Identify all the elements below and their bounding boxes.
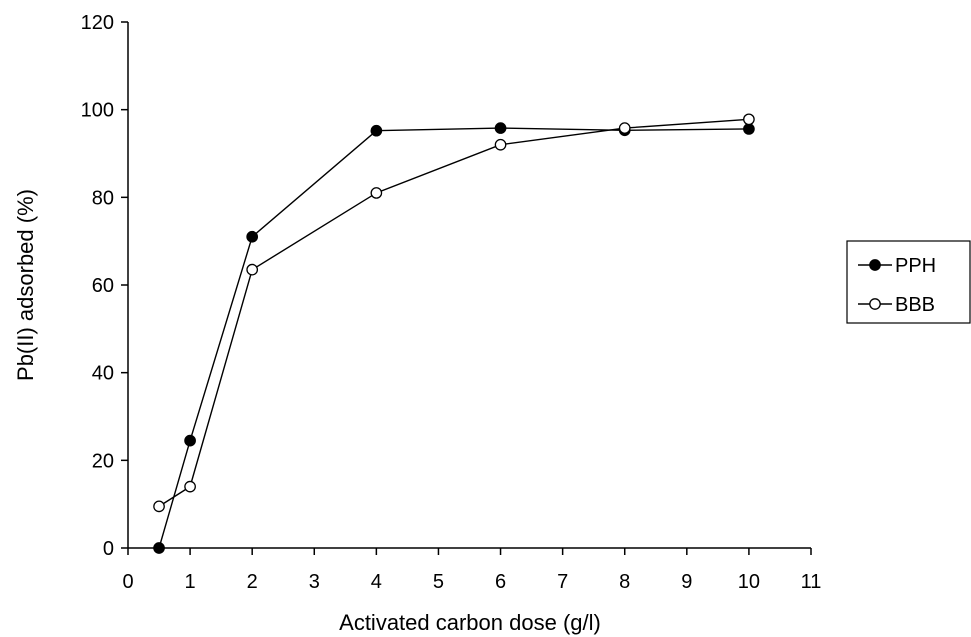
point-bbb (743, 113, 755, 126)
series-layer (153, 113, 755, 554)
point-bbb (184, 480, 196, 493)
series-line-bbb (158, 118, 749, 507)
legend-marker-pph (869, 259, 881, 271)
y-axis-title: Pb(II) adsorbed (%) (13, 189, 38, 381)
legend-marker-bbb (869, 298, 881, 310)
point-bbb (494, 138, 507, 151)
point-pph (370, 124, 383, 137)
x-tick-label: 11 (801, 571, 822, 593)
x-tick-label: 8 (619, 571, 630, 593)
y-tick-label: 120 (81, 12, 114, 34)
x-tick-label: 3 (309, 571, 320, 593)
x-tick-label: 6 (495, 571, 506, 593)
y-tick-label: 20 (92, 450, 114, 472)
legend-label-bbb: BBB (895, 294, 935, 316)
x-tick-label: 4 (371, 571, 382, 593)
x-tick-label: 10 (738, 571, 760, 593)
series-line-pph (158, 127, 749, 549)
legend-box (846, 240, 971, 324)
y-ticks: 0 20 40 60 80 100 120 (81, 12, 128, 560)
x-axis-title: Activated carbon dose (g/l) (339, 610, 601, 635)
legend: PPH BBB (846, 240, 971, 324)
point-pph (246, 230, 259, 243)
point-bbb (618, 122, 631, 134)
point-pph (494, 122, 507, 134)
x-tick-label: 5 (433, 571, 444, 593)
x-tick-label: 7 (557, 571, 568, 593)
y-tick-label: 80 (92, 187, 114, 209)
y-tick-label: 0 (103, 538, 114, 560)
point-pph (153, 542, 165, 554)
point-bbb (370, 187, 383, 199)
legend-label-pph: PPH (895, 255, 936, 277)
x-ticks: 0 1 2 3 4 5 6 7 8 9 10 11 (122, 548, 821, 593)
y-tick-label: 60 (92, 275, 114, 297)
plot-area: 0 20 40 60 80 100 120 0 1 2 3 4 5 6 7 8 9 10 11 (81, 12, 822, 593)
x-tick-label: 9 (681, 571, 692, 593)
point-bbb (153, 500, 165, 513)
x-tick-label: 2 (247, 571, 258, 593)
point-pph (184, 434, 196, 447)
point-pph (743, 123, 755, 135)
legend-items: PPH BBB (858, 255, 936, 316)
y-tick-label: 40 (92, 363, 114, 385)
x-tick-label: 0 (122, 571, 133, 593)
x-tick-label: 1 (185, 571, 196, 593)
point-bbb (246, 263, 259, 276)
y-tick-label: 100 (81, 100, 114, 122)
